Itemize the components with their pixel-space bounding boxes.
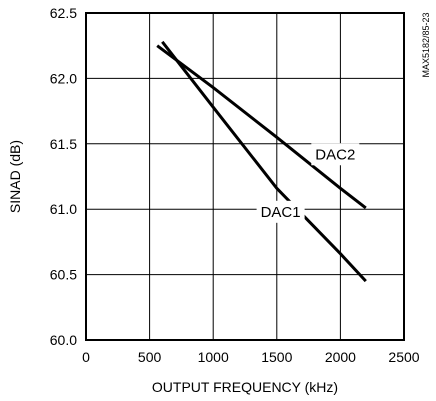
plot-frame [85,12,405,341]
x-tick-label: 1500 [261,349,292,365]
x-tick-label: 500 [138,349,162,365]
grid-lines [86,13,404,340]
y-tick-label: 60.0 [50,332,77,348]
y-tick-label: 62.5 [50,5,77,21]
y-tick-label: 61.5 [50,136,77,152]
x-tick-label: 2000 [325,349,356,365]
x-tick-label: 0 [82,349,90,365]
axis-ticks: 0 500 1000 1500 2000 2500 60.0 60.5 61.0 61.5 62.0… [50,5,420,365]
y-tick-label: 62.0 [50,70,77,86]
x-tick-label: 1000 [198,349,229,365]
y-tick-label: 61.0 [50,201,77,217]
series-lines [156,40,367,283]
series-line-dac1 [161,40,367,283]
y-axis-label: SINAD (dB) [7,140,23,213]
x-tick-label: 2500 [388,349,419,365]
figure-id: MAX5182/85-23 [421,12,431,77]
series-line-dac2 [156,44,367,210]
y-tick-label: 60.5 [50,267,77,283]
series-labels: DAC1 DAC2 [256,143,360,223]
series-label-dac1: DAC1 [261,204,301,221]
series-label-bg [311,143,360,166]
x-axis-label: OUTPUT FREQUENCY (kHz) [152,379,338,395]
series-label-dac2: DAC2 [315,146,355,163]
series-label-bg [256,200,305,223]
